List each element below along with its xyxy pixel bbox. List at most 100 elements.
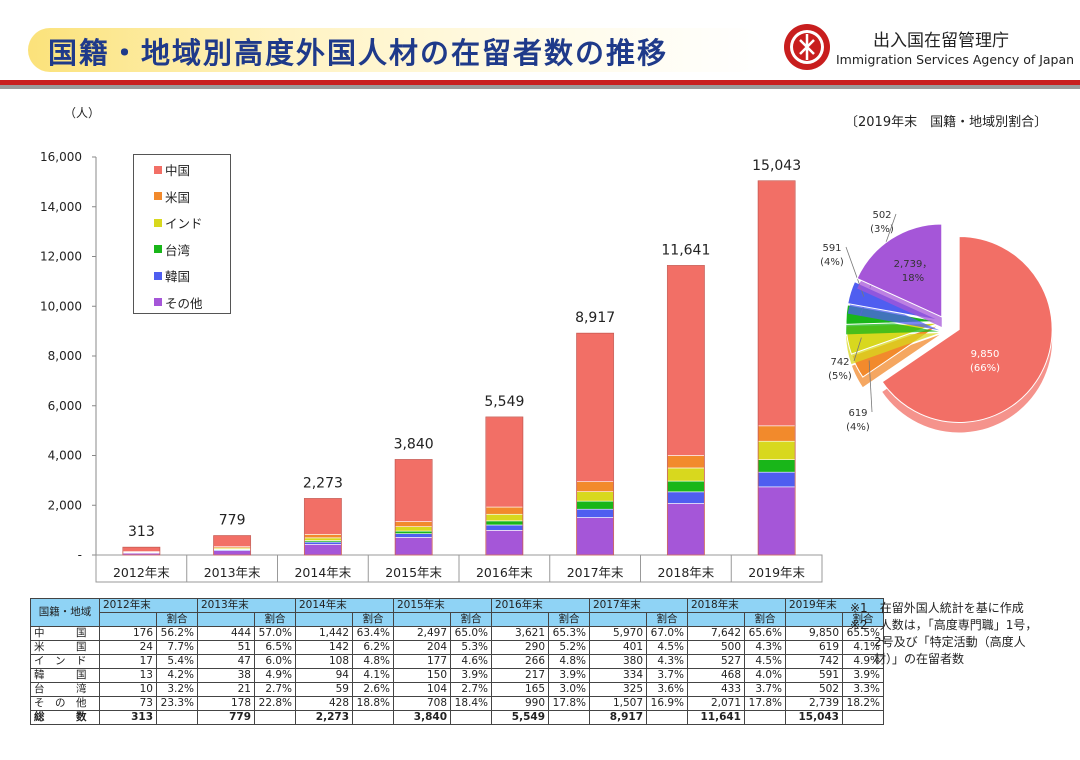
table-cell-count: 176 <box>99 626 157 641</box>
legend-label: 米国 <box>165 189 191 205</box>
table-cell-count: 500 <box>687 640 745 655</box>
table-cell-pct: 3.3% <box>842 682 884 697</box>
table-cell-pct: 17.8% <box>744 696 786 711</box>
table-cell-count: 59 <box>295 682 353 697</box>
table-row: 台 湾 10 3.2% 21 2.7% 59 2.6% 104 2.7% 165 3.0% 325 3.… <box>30 682 884 697</box>
table-cell-count: 313 <box>99 710 157 725</box>
table-row: 総 数 313 779 2,273 3,840 5,549 8,917 11,641 15,04… <box>30 710 884 725</box>
y-tick-label: 12,000 <box>40 250 82 264</box>
bar-segment-中国 <box>304 498 342 535</box>
table-cell-count: 21 <box>197 682 255 697</box>
legend-item: 中国 <box>154 160 190 179</box>
bar-segment-米国 <box>667 455 705 469</box>
table-cell-pct: 4.0% <box>744 668 786 683</box>
page-title: 国籍・地域別高度外国人材の在留者数の推移 <box>48 36 669 70</box>
table-cell-pct: 17.8% <box>548 696 590 711</box>
table-cell-count: 290 <box>491 640 549 655</box>
table-cell-count: 2,273 <box>295 710 353 725</box>
table-cell-count: 217 <box>491 668 549 683</box>
table-cell-pct: 65.3% <box>548 626 590 641</box>
table-cell-count: 7,642 <box>687 626 745 641</box>
table-cell-count: 2,071 <box>687 696 745 711</box>
table-cell-count: 9,850 <box>785 626 843 641</box>
y-tick-label: 6,000 <box>48 399 82 413</box>
y-tick-label: - <box>78 548 82 562</box>
table-cell-pct <box>254 710 296 725</box>
table-cell-pct <box>646 710 688 725</box>
table-cell-count: 165 <box>491 682 549 697</box>
bar-segment-台湾 <box>667 480 705 493</box>
pie-pct-label: (4%) <box>846 422 870 433</box>
table-header-count <box>295 612 353 627</box>
bar-segment-中国 <box>576 332 614 482</box>
bar-segment-中国 <box>213 535 251 547</box>
pie-slice-その他 <box>856 223 943 318</box>
bar-segment-台湾 <box>394 530 433 534</box>
table-cell-count: 2,497 <box>393 626 451 641</box>
bar-total-label: 779 <box>219 513 246 529</box>
pie-value-label: 9,850 <box>971 349 1000 360</box>
table-cell-count: 433 <box>687 682 745 697</box>
bar-segment-米国 <box>757 425 796 442</box>
bar-segment-台湾 <box>576 500 614 510</box>
bar-segment-中国 <box>485 416 524 508</box>
table-header-pct: 割合 <box>450 612 492 627</box>
table-cell-count: 2,739 <box>785 696 843 711</box>
table-row-label: 台 湾 <box>30 682 100 697</box>
bar-segment-インド <box>667 467 705 482</box>
bar-segment-その他 <box>394 537 433 556</box>
table-header-count <box>491 612 549 627</box>
pie-slice-side <box>851 334 940 388</box>
table-header-year: 2019年末 <box>785 598 884 613</box>
table-cell-pct: 65.5% <box>842 626 884 641</box>
table-cell-count: 108 <box>295 654 353 669</box>
table-cell-count: 24 <box>99 640 157 655</box>
table-cell-count: 73 <box>99 696 157 711</box>
y-tick-label: 4,000 <box>48 449 82 463</box>
table-cell-count: 5,549 <box>491 710 549 725</box>
pie-value-label: 502 <box>872 210 891 221</box>
header-divider <box>0 80 1080 85</box>
table-cell-count: 38 <box>197 668 255 683</box>
table-cell-pct <box>548 710 590 725</box>
bar-outline <box>576 332 615 556</box>
table-header-year: 2018年末 <box>687 598 786 613</box>
header-divider-shadow <box>0 85 1080 89</box>
pie-value-label: 2,739， <box>894 259 933 270</box>
bar-segment-インド <box>304 537 342 541</box>
table-cell-count: 13 <box>99 668 157 683</box>
table-cell-pct: 4.2% <box>156 668 198 683</box>
bar-segment-韓国 <box>576 508 614 518</box>
bar-total-label: 313 <box>128 524 155 540</box>
bar-segment-米国 <box>485 506 524 515</box>
pie-pct-label: (5%) <box>828 371 852 382</box>
table-header-pct: 割合 <box>254 612 296 627</box>
table-header-pct: 割合 <box>352 612 394 627</box>
table-cell-pct: 6.0% <box>254 654 296 669</box>
table-cell-pct: 18.2% <box>842 696 884 711</box>
legend-item: インド <box>154 213 203 232</box>
table-row: 米 国 24 7.7% 51 6.5% 142 6.2% 204 5.3% 290 5.2% 401 4… <box>30 640 884 655</box>
table-cell-count: 619 <box>785 640 843 655</box>
table-cell-pct: 16.9% <box>646 696 688 711</box>
table-cell-pct: 3.9% <box>548 668 590 683</box>
pie-leader-line <box>853 337 862 362</box>
table-cell-count: 708 <box>393 696 451 711</box>
table-cell-pct: 4.1% <box>352 668 394 683</box>
bar-total-label: 3,840 <box>394 436 434 452</box>
table-cell-pct: 4.8% <box>352 654 394 669</box>
bar-segment-台湾 <box>485 520 524 526</box>
data-table: 国籍・地域 2012年末 2013年末 2014年末 2015年末 2016年末 2017年… <box>30 598 884 725</box>
table-cell-count: 428 <box>295 696 353 711</box>
table-header-year: 2015年末 <box>393 598 492 613</box>
x-tick-label: 2015年末 <box>385 565 442 580</box>
table-row: 韓 国 13 4.2% 38 4.9% 94 4.1% 150 3.9% 217 3.9% 334 3.… <box>30 668 884 683</box>
table-cell-pct: 22.8% <box>254 696 296 711</box>
table-cell-pct: 3.9% <box>842 668 884 683</box>
legend-swatch <box>154 218 162 227</box>
table-cell-count: 204 <box>393 640 451 655</box>
bar-outline <box>666 265 705 556</box>
table-cell-count: 444 <box>197 626 255 641</box>
bar-segment-その他 <box>757 486 796 556</box>
table-cell-pct: 3.7% <box>744 682 786 697</box>
